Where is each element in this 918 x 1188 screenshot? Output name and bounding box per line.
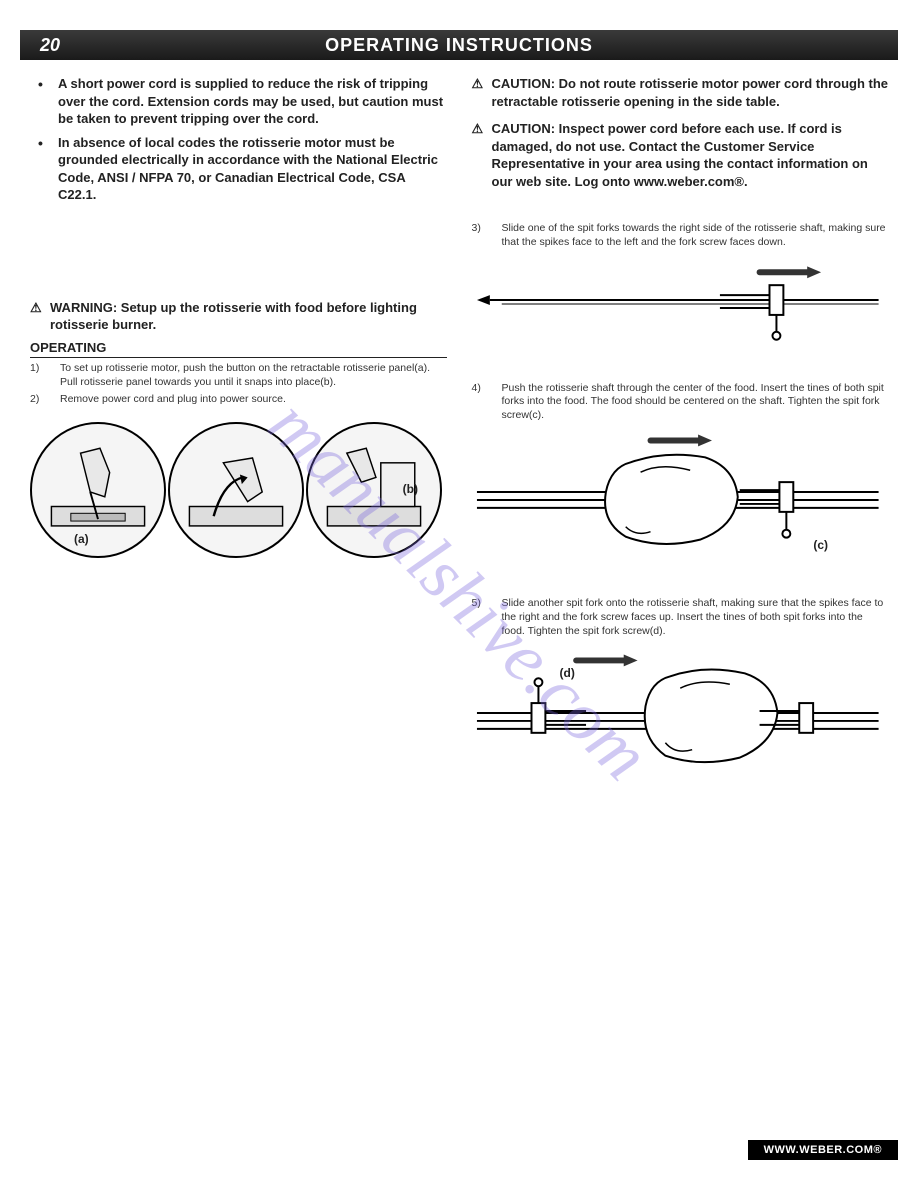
step-number: 2)	[30, 393, 39, 407]
step-text: Slide another spit fork onto the rotisse…	[502, 597, 884, 636]
warning-block: WARNING: Setup up the rotisserie with fo…	[30, 299, 447, 334]
step-text: Remove power cord and plug into power so…	[60, 393, 286, 405]
figure-row: (a) (b)	[30, 422, 447, 558]
figure-circle-c: (b)	[306, 422, 442, 558]
figure-circle-a: (a)	[30, 422, 166, 558]
right-steps: 4) Push the rotisserie shaft through the…	[472, 382, 889, 423]
header-title: OPERATING INSTRUCTIONS	[100, 35, 898, 56]
figure-circle-b	[168, 422, 304, 558]
step-item: 3) Slide one of the spit forks towards t…	[472, 222, 889, 249]
step-number: 5)	[472, 597, 481, 611]
bullet-item: In absence of local codes the rotisserie…	[30, 134, 447, 204]
diagram-step3	[472, 260, 889, 350]
step-item: 2) Remove power cord and plug into power…	[30, 393, 447, 407]
step-number: 4)	[472, 382, 481, 396]
page-number: 20	[20, 35, 100, 56]
intro-bullets: A short power cord is supplied to reduce…	[30, 75, 447, 204]
footer-url: WWW.WEBER.COM®	[748, 1140, 898, 1160]
step-text: Push the rotisserie shaft through the ce…	[502, 382, 884, 421]
figure-label-c: (c)	[813, 538, 828, 552]
diagram-step4: (c)	[472, 432, 889, 562]
right-steps: 3) Slide one of the spit forks towards t…	[472, 222, 889, 249]
step-item: 1) To set up rotisserie motor, push the …	[30, 362, 447, 389]
step-number: 3)	[472, 222, 481, 236]
figure-label-a: (a)	[74, 532, 89, 546]
step-text: To set up rotisserie motor, push the but…	[60, 362, 430, 388]
caution-block: CAUTION: Do not route rotisserie motor p…	[472, 75, 889, 110]
content-area: A short power cord is supplied to reduce…	[30, 75, 888, 803]
header-bar: 20 OPERATING INSTRUCTIONS	[20, 30, 898, 60]
figure-label-d: (d)	[560, 666, 575, 680]
figure-label-b: (b)	[403, 482, 418, 496]
left-column: A short power cord is supplied to reduce…	[30, 75, 447, 803]
operating-steps: 1) To set up rotisserie motor, push the …	[30, 362, 447, 407]
operating-heading: OPERATING	[30, 340, 447, 358]
step-item: 4) Push the rotisserie shaft through the…	[472, 382, 889, 423]
bullet-item: A short power cord is supplied to reduce…	[30, 75, 447, 128]
diagram-step5: (d)	[472, 648, 889, 778]
right-steps: 5) Slide another spit fork onto the roti…	[472, 597, 889, 638]
step-item: 5) Slide another spit fork onto the roti…	[472, 597, 889, 638]
right-column: CAUTION: Do not route rotisserie motor p…	[472, 75, 889, 803]
caution-block: CAUTION: Inspect power cord before each …	[472, 120, 889, 190]
step-number: 1)	[30, 362, 39, 376]
step-text: Slide one of the spit forks towards the …	[502, 222, 886, 248]
